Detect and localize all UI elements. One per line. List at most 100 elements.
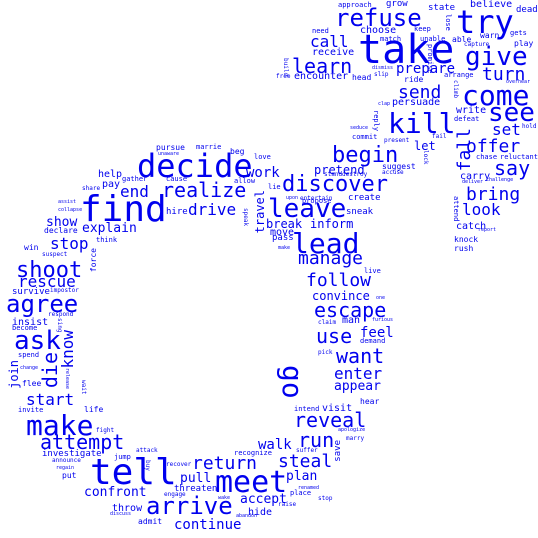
- word-defeat: defeat: [454, 115, 480, 123]
- word-kill: kill: [388, 107, 456, 140]
- word-one: one: [376, 295, 386, 301]
- word-flee: flee: [22, 379, 42, 388]
- word-work: work: [246, 165, 280, 181]
- word-come: come: [462, 79, 530, 112]
- word-find: find: [80, 189, 167, 230]
- word-join: join: [7, 360, 21, 389]
- word-present: present: [384, 137, 410, 144]
- word-pay: pay: [102, 179, 121, 190]
- word-demand: demand: [360, 337, 386, 345]
- word-try: try: [456, 3, 514, 41]
- word-upon: upon: [286, 195, 299, 201]
- word-learn: learn: [292, 54, 353, 78]
- word-raise: raise: [278, 501, 297, 508]
- word-hold: hold: [522, 123, 537, 130]
- word-release: release: [64, 368, 70, 390]
- word-rescue: rescue: [18, 272, 76, 291]
- word-lose: lose: [444, 14, 452, 31]
- word-match: match: [380, 35, 402, 43]
- word-let: let: [414, 139, 436, 153]
- word-manage: manage: [298, 248, 364, 269]
- word-reveal: reveal: [294, 408, 367, 432]
- word-accept: accept: [240, 492, 287, 507]
- word-suggest: suggest: [382, 162, 416, 171]
- word-reply: reply: [372, 110, 380, 132]
- word-discover: discover: [282, 172, 388, 197]
- word-fail: fail: [432, 133, 447, 140]
- word-recognize: recognize: [234, 449, 272, 457]
- word-confront: confront: [84, 485, 147, 500]
- word-put: put: [62, 471, 77, 480]
- word-use: use: [316, 324, 353, 348]
- word-see: see: [488, 98, 535, 128]
- word-allow: allow: [234, 177, 256, 185]
- word-destroy: destroy: [342, 171, 368, 178]
- word-sneak: sneak: [346, 207, 374, 217]
- word-persuade: persuade: [392, 97, 441, 108]
- word-arrive: arrive: [146, 492, 233, 520]
- word-encounter: encounter: [294, 71, 349, 82]
- word-deliver: deliver: [462, 179, 484, 185]
- word-feel: feel: [360, 325, 394, 341]
- word-love: love: [254, 153, 271, 161]
- word-die: die: [38, 352, 62, 389]
- word-marrie: marrie: [196, 143, 222, 151]
- word-hire: hire: [166, 207, 188, 217]
- word-choose: choose: [360, 25, 397, 36]
- word-know: know: [58, 330, 77, 369]
- word-throw: throw: [112, 503, 143, 514]
- word-approach: approach: [338, 1, 372, 9]
- word-dead: dead: [516, 5, 538, 15]
- word-assist: assist: [58, 199, 77, 205]
- word-return: return: [192, 453, 258, 474]
- word-seduce: seduce: [350, 125, 369, 131]
- word-bring: bring: [466, 184, 521, 205]
- word-show: show: [46, 215, 78, 230]
- word-pick: pick: [318, 349, 333, 356]
- word-move: move: [270, 227, 295, 238]
- word-suspect: suspect: [42, 251, 68, 258]
- word-overhear: overhear: [506, 79, 531, 85]
- word-follow: follow: [306, 270, 372, 291]
- word-head: head: [352, 73, 372, 82]
- word-travel: travel: [253, 190, 267, 234]
- word-decide: decide: [137, 147, 253, 185]
- word-marry: marry: [346, 435, 365, 442]
- word-make-small: make: [278, 245, 291, 251]
- word-unaware: unaware: [158, 151, 180, 157]
- word-create: create: [348, 193, 381, 203]
- word-realize: realize: [162, 178, 247, 202]
- word-capture: capture: [464, 41, 490, 48]
- word-break: break: [266, 217, 303, 231]
- word-able: able: [452, 35, 472, 44]
- word-walk: walk: [258, 437, 292, 453]
- word-challenge: challenge: [486, 177, 514, 183]
- word-shoot: shoot: [16, 258, 83, 283]
- word-think: think: [96, 236, 118, 244]
- word-place: place: [290, 489, 312, 497]
- word-renamed: renamed: [298, 485, 320, 491]
- word-respond: respond: [48, 311, 74, 318]
- word-entertain: entertain: [300, 195, 333, 202]
- word-gets: gets: [510, 29, 527, 37]
- word-start: start: [26, 390, 75, 409]
- word-stop-small: stop: [318, 495, 333, 502]
- word-take: take: [358, 27, 455, 73]
- word-save: save: [333, 440, 343, 462]
- word-share: share: [82, 185, 101, 192]
- word-send: send: [398, 82, 442, 103]
- word-wait: wait: [80, 380, 87, 395]
- word-pursue: pursue: [156, 143, 185, 152]
- word-look: look: [462, 200, 501, 219]
- word-force: force: [89, 248, 98, 273]
- word-claim: claim: [318, 319, 337, 326]
- word-end: end: [120, 182, 149, 201]
- word-fall: fall: [454, 128, 475, 172]
- word-gather: gather: [122, 175, 148, 183]
- word-keep: keep: [414, 25, 431, 33]
- word-free: free: [276, 73, 291, 80]
- word-build: build: [282, 58, 289, 77]
- word-turn: turn: [482, 64, 526, 85]
- word-discuss: discuss: [110, 511, 132, 517]
